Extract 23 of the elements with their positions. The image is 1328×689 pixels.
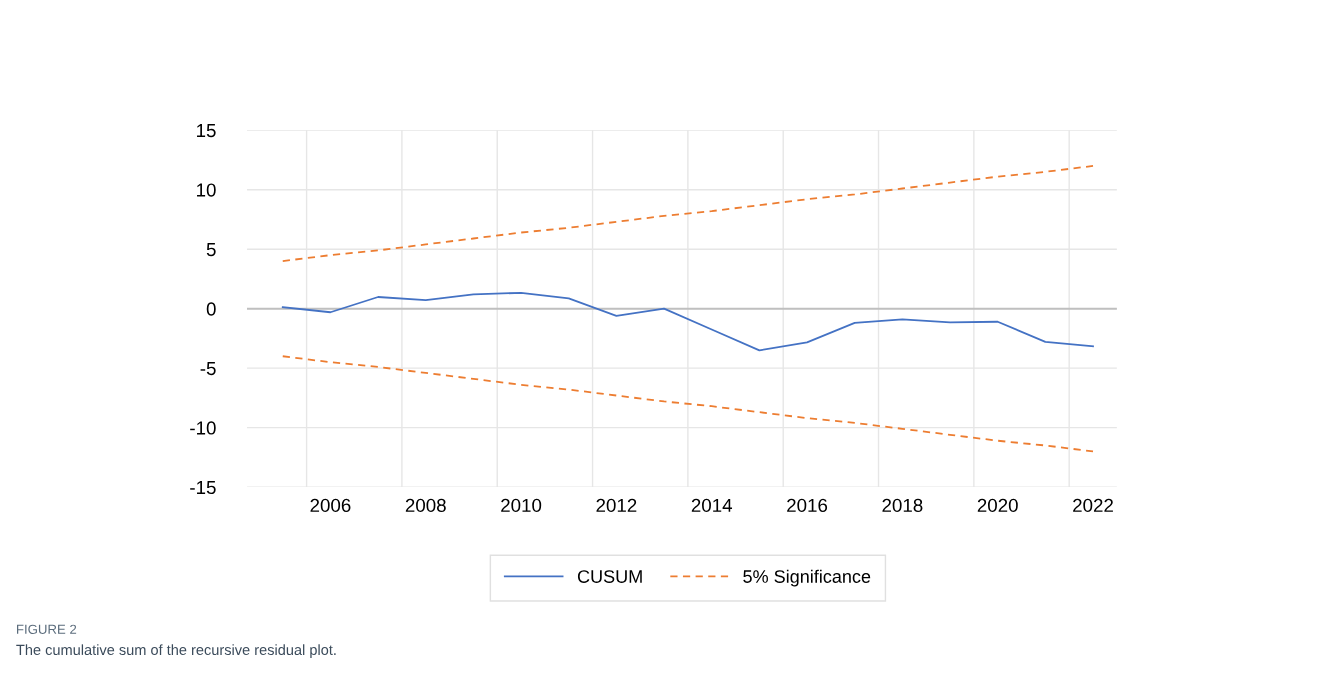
text: The cumulative sum of the recursive residual plot. [16, 644, 336, 658]
y-tick-label: 15 [197, 124, 216, 138]
y-tick-label: 0 [206, 302, 216, 316]
x-tick-label: 2022 [1073, 498, 1113, 513]
x-tick-label: 2008 [405, 498, 446, 513]
x-tick-label: 2006 [310, 498, 351, 513]
x-tick-label: 2016 [787, 498, 828, 513]
x-tick-label: 2020 [977, 498, 1018, 513]
line-series [281, 291, 1094, 352]
line-series [281, 165, 1094, 262]
legend-label: 5% Significance [743, 569, 871, 587]
x-tick-label: 2010 [501, 498, 542, 513]
y-tick-label: 5 [206, 243, 216, 257]
x-tick-label: 2014 [691, 498, 733, 513]
legend-label: CUSUM [577, 570, 642, 583]
x-tick-label: 2018 [882, 498, 923, 513]
y-tick-label: -15 [190, 481, 216, 495]
y-tick-label: -10 [190, 421, 216, 435]
y-tick-label: -5 [200, 362, 216, 376]
x-tick-label: 2012 [596, 498, 637, 513]
caption: FIGURE 2 [17, 624, 77, 634]
line-series [281, 355, 1094, 453]
y-tick-label: 10 [197, 183, 216, 197]
